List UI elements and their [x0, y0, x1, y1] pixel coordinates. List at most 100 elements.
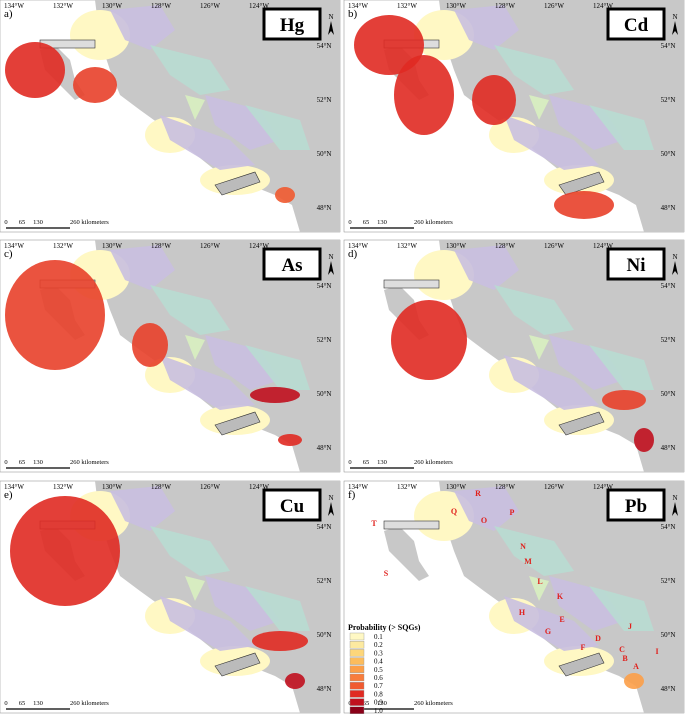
panel-letter: f): [348, 489, 356, 501]
region-label: F: [581, 643, 586, 652]
region-label: A: [633, 662, 639, 671]
legend-label: 0.4: [374, 658, 383, 666]
probability-hotspot: [278, 434, 302, 446]
probability-hotspot: [354, 15, 424, 75]
latitude-label: 54°N: [661, 282, 676, 290]
north-label: N: [328, 253, 333, 261]
north-label: N: [328, 494, 333, 502]
management-zone: [205, 335, 280, 390]
probability-hotspot: [634, 428, 654, 452]
management-zone: [150, 285, 230, 335]
latitude-label: 54°N: [317, 282, 332, 290]
north-label: N: [672, 253, 677, 261]
scale-label: 130: [377, 459, 387, 466]
management-zone: [549, 335, 624, 390]
hatched-area: [383, 279, 440, 289]
hatched-area: [558, 652, 605, 677]
probability-hotspot: [250, 387, 300, 403]
latitude-label: 50°N: [317, 150, 332, 158]
longitude-label: 130°W: [102, 242, 122, 250]
probability-hotspot: [472, 75, 516, 125]
panel-letter: a): [4, 8, 13, 20]
map-panel: 134°W 132°W 130°W 128°W 126°W 124°W 54°N 52°N 50…: [343, 480, 685, 715]
management-zone: [589, 586, 654, 631]
probability-hotspot: [285, 673, 305, 689]
scale-label: 65: [363, 459, 370, 466]
latitude-label: 50°N: [661, 631, 676, 639]
longitude-label: 124°W: [249, 242, 269, 250]
region-label: K: [557, 592, 564, 601]
probability-hotspot: [132, 323, 168, 367]
management-zone: [589, 105, 654, 150]
element-label: As: [281, 255, 302, 276]
management-zone: [549, 95, 624, 150]
element-box: [262, 247, 322, 281]
management-zone: [454, 5, 519, 50]
region-label: I: [655, 647, 658, 656]
longitude-label: 124°W: [593, 483, 613, 491]
management-zone: [185, 576, 205, 601]
scale-label: 260 kilometers: [414, 219, 453, 226]
scale-label: 65: [19, 459, 26, 466]
legend-swatch: [349, 665, 365, 674]
hatched-area: [383, 520, 440, 530]
latitude-label: 50°N: [661, 390, 676, 398]
longitude-label: 128°W: [151, 483, 171, 491]
management-zone: [549, 576, 624, 631]
region-label: D: [595, 634, 601, 643]
management-zone: [529, 576, 549, 601]
longitude-label: 126°W: [544, 2, 564, 10]
legend-label: 0.6: [374, 674, 383, 682]
management-zone: [150, 526, 230, 576]
management-zone: [494, 285, 574, 335]
longitude-label: 124°W: [593, 242, 613, 250]
scale-label: 260 kilometers: [70, 219, 109, 226]
management-zone: [589, 345, 654, 390]
scale-label: 65: [19, 700, 26, 707]
element-box: [606, 488, 666, 522]
probability-hotspot: [73, 67, 117, 103]
north-arrow: [328, 261, 334, 275]
north-arrow: [672, 261, 678, 275]
management-zone: [245, 105, 310, 150]
probability-hotspot: [5, 42, 65, 98]
latitude-label: 48°N: [661, 444, 676, 452]
map-panel: 134°W 132°W 130°W 128°W 126°W 124°W 54°N 52°N 50…: [0, 0, 341, 233]
latitude-label: 52°N: [661, 96, 676, 104]
element-box: [606, 7, 666, 41]
management-zone: [110, 5, 175, 50]
region-label: C: [619, 645, 625, 654]
region-label: L: [537, 577, 542, 586]
longitude-label: 126°W: [200, 2, 220, 10]
management-zone: [454, 486, 519, 531]
element-label: Pb: [625, 496, 647, 517]
management-zone: [185, 95, 205, 120]
scale-label: 260 kilometers: [70, 459, 109, 466]
scale-label: 130: [33, 700, 43, 707]
legend-label: 1.0: [374, 707, 383, 714]
management-zone: [245, 345, 310, 390]
north-label: N: [328, 13, 333, 21]
latitude-label: 54°N: [317, 523, 332, 531]
latitude-label: 50°N: [317, 390, 332, 398]
management-zone: [150, 45, 230, 95]
scale-label: 0: [4, 459, 7, 466]
legend-label: 0.2: [374, 641, 383, 649]
latitude-label: 50°N: [317, 631, 332, 639]
management-zone: [454, 245, 519, 290]
legend-label: 0.1: [374, 633, 383, 641]
legend-swatch: [349, 640, 365, 649]
island: [384, 526, 429, 581]
legend-swatch: [349, 657, 365, 665]
longitude-label: 128°W: [151, 2, 171, 10]
region-label: N: [520, 542, 526, 551]
management-zone: [205, 95, 280, 150]
probability-hotspot: [391, 300, 467, 380]
element-label: Ni: [627, 255, 646, 276]
legend-swatch: [349, 649, 365, 657]
probability-hotspot: [275, 187, 295, 203]
legend-label: 0.3: [374, 649, 383, 657]
longitude-label: 130°W: [446, 2, 466, 10]
latitude-label: 48°N: [317, 444, 332, 452]
north-arrow: [328, 502, 334, 516]
